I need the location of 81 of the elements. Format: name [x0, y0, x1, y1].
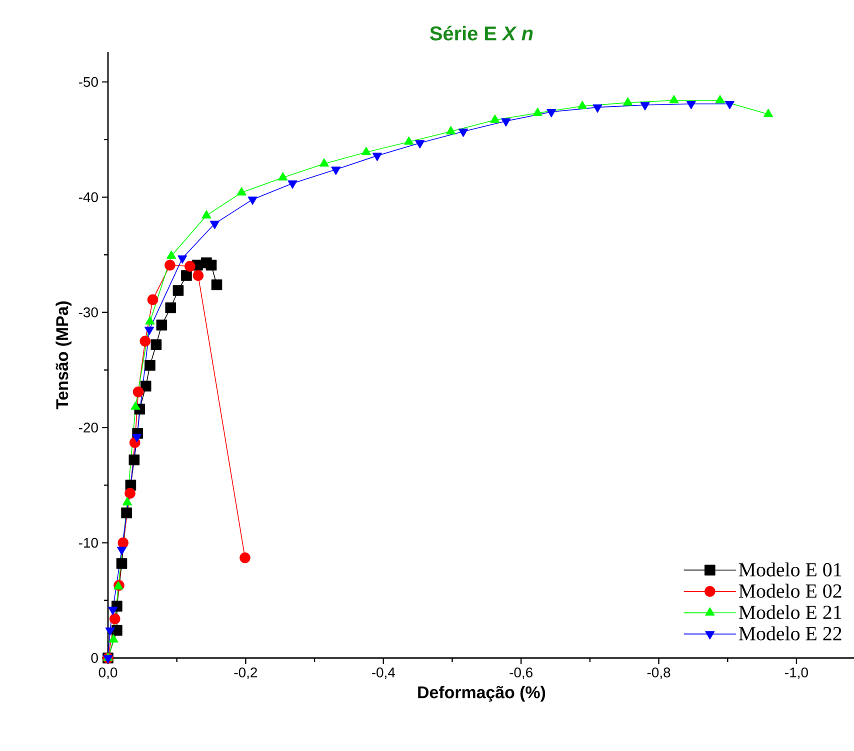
point	[361, 146, 371, 156]
point	[501, 118, 511, 127]
point	[686, 100, 696, 110]
point	[165, 302, 176, 314]
legend-label: Modelo E 22	[738, 626, 842, 640]
point	[669, 94, 679, 104]
point	[108, 634, 118, 642]
y-tick-label: -50	[78, 77, 98, 87]
point	[118, 537, 129, 548]
point	[192, 270, 204, 281]
point	[172, 285, 184, 296]
y-tick-label: -10	[78, 538, 98, 548]
point	[132, 386, 144, 398]
point	[288, 180, 298, 189]
point	[122, 497, 132, 506]
x-tick-label: -0,8	[647, 668, 670, 680]
y-tick-label: 0	[91, 653, 98, 663]
chart-title: Série E X n	[430, 26, 533, 40]
point	[164, 260, 176, 271]
point	[156, 320, 168, 330]
legend-label: Modelo E 02	[738, 584, 842, 598]
point	[105, 627, 115, 636]
point	[578, 100, 588, 110]
x-tick-label: -0,2	[234, 668, 258, 680]
x-tick-label: -0,4	[372, 668, 395, 680]
point	[331, 166, 341, 175]
point	[715, 94, 725, 104]
point	[144, 360, 156, 371]
point	[166, 250, 176, 259]
point	[140, 380, 152, 392]
point	[458, 128, 468, 137]
point	[109, 613, 120, 624]
point	[532, 108, 542, 116]
y-axis-title: Tensão (MPa)	[56, 301, 72, 410]
point	[724, 100, 734, 110]
point	[319, 158, 329, 167]
point	[103, 655, 113, 664]
x-axis-title: Deformação (%)	[418, 686, 546, 702]
point	[623, 97, 633, 106]
point	[132, 434, 142, 442]
point	[117, 546, 126, 556]
point	[240, 552, 250, 564]
point	[112, 624, 122, 636]
y-tick-label: -30	[78, 307, 98, 318]
point	[202, 210, 212, 218]
point	[415, 140, 425, 148]
point	[130, 401, 140, 410]
point	[108, 606, 118, 616]
point	[128, 454, 140, 466]
point	[248, 196, 258, 205]
point	[150, 339, 162, 350]
legend-label: Modelo E 01	[738, 562, 842, 576]
point	[446, 126, 456, 134]
point	[140, 336, 151, 347]
point	[372, 152, 382, 162]
point	[640, 102, 650, 110]
point	[124, 488, 136, 499]
x-tick-label: -1,0	[785, 668, 808, 680]
y-tick-label: -20	[78, 422, 98, 433]
point	[764, 108, 773, 118]
point	[278, 172, 288, 180]
y-tick-label: -40	[78, 192, 98, 202]
point	[490, 114, 500, 123]
point	[211, 279, 222, 290]
point	[181, 270, 192, 281]
point	[121, 507, 132, 518]
point	[178, 255, 188, 264]
point	[144, 326, 154, 336]
x-tick-label: 0,0	[98, 668, 118, 680]
point	[184, 260, 196, 272]
point	[404, 136, 414, 145]
legend-label: Modelo E 21	[738, 605, 842, 620]
point	[147, 294, 158, 306]
point	[236, 187, 246, 196]
point	[210, 220, 220, 230]
point	[206, 260, 217, 271]
point	[546, 109, 556, 118]
point	[116, 558, 128, 569]
point	[592, 104, 602, 113]
x-tick-label: -0,6	[510, 668, 532, 680]
point	[145, 316, 155, 324]
